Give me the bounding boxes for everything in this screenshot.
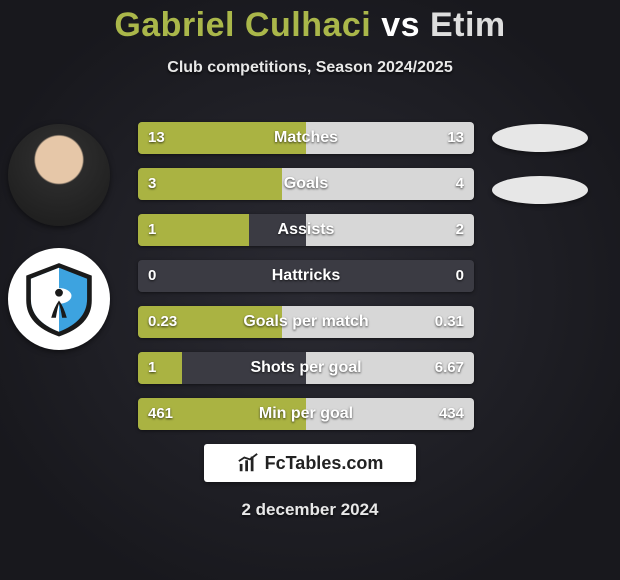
player2-club-placeholder bbox=[492, 176, 588, 204]
date-text: 2 december 2024 bbox=[0, 500, 620, 520]
stat-label: Goals bbox=[138, 168, 474, 200]
stat-label: Assists bbox=[138, 214, 474, 246]
comparison-card: Gabriel Culhaci vs Etim Club competition… bbox=[0, 0, 620, 580]
stats-bar-container: 1313Matches 34Goals 12Assists 00Hattricks 0.… bbox=[138, 122, 474, 444]
page-title: Gabriel Culhaci vs Etim bbox=[0, 0, 620, 45]
left-avatar-column bbox=[8, 124, 128, 372]
stat-row: 34Goals bbox=[138, 168, 474, 200]
player1-name: Gabriel Culhaci bbox=[114, 6, 371, 44]
shield-icon bbox=[20, 260, 98, 338]
stat-row: 12Assists bbox=[138, 214, 474, 246]
brand-footer: FcTables.com bbox=[204, 444, 416, 482]
stat-row: 1313Matches bbox=[138, 122, 474, 154]
player1-avatar bbox=[8, 124, 110, 226]
subtitle: Club competitions, Season 2024/2025 bbox=[0, 59, 620, 77]
player1-club-logo bbox=[8, 248, 110, 350]
stat-label: Goals per match bbox=[138, 306, 474, 338]
vs-separator: vs bbox=[381, 6, 420, 44]
brand-text: FcTables.com bbox=[265, 453, 384, 474]
stat-row: 461434Min per goal bbox=[138, 398, 474, 430]
stat-row: 0.230.31Goals per match bbox=[138, 306, 474, 338]
player2-name: Etim bbox=[430, 6, 506, 44]
stat-row: 16.67Shots per goal bbox=[138, 352, 474, 384]
player2-avatar-placeholder bbox=[492, 124, 588, 152]
chart-icon bbox=[237, 452, 259, 474]
stat-label: Matches bbox=[138, 122, 474, 154]
stat-label: Min per goal bbox=[138, 398, 474, 430]
right-avatar-column bbox=[492, 124, 602, 228]
stat-label: Hattricks bbox=[138, 260, 474, 292]
stat-row: 00Hattricks bbox=[138, 260, 474, 292]
stat-label: Shots per goal bbox=[138, 352, 474, 384]
